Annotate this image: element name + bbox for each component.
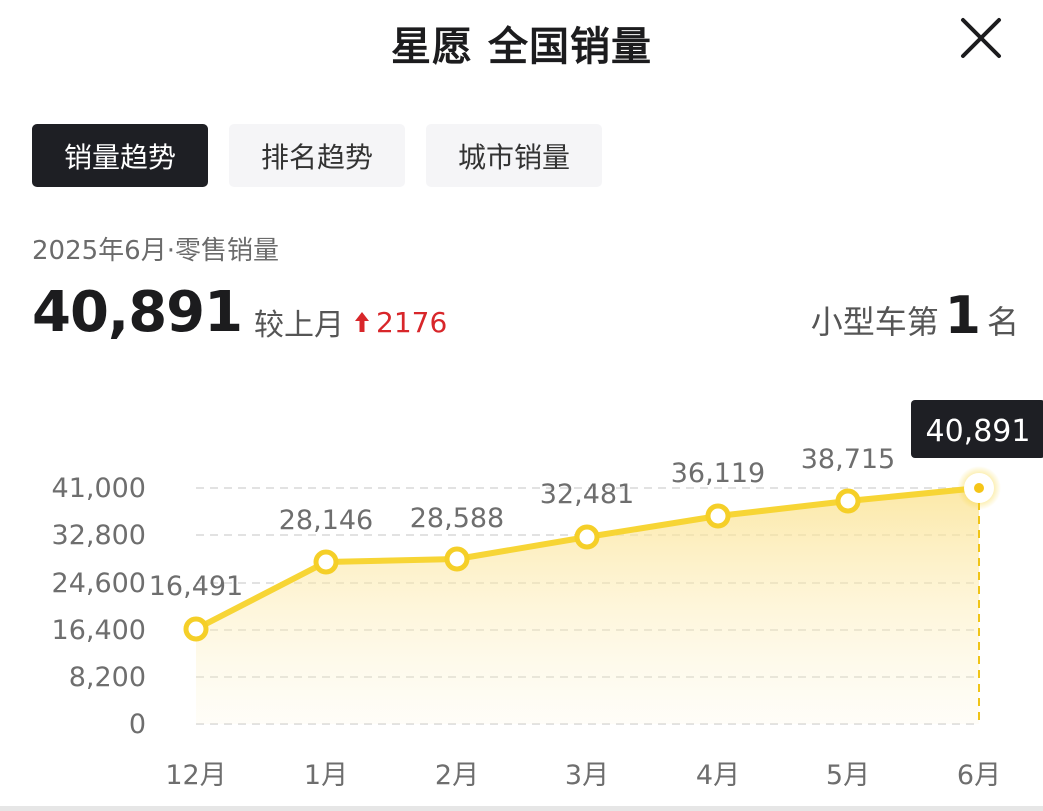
data-point[interactable] bbox=[835, 488, 861, 514]
sales-value: 40,891 bbox=[32, 280, 243, 345]
period-label: 2025年6月·零售销量 bbox=[32, 236, 279, 266]
rank-number: 1 bbox=[944, 286, 981, 346]
area-fill bbox=[196, 488, 979, 724]
data-label: 38,715 bbox=[801, 444, 895, 475]
delta-value: 2176 bbox=[376, 305, 448, 339]
tab-rank-trend[interactable]: 排名趋势 bbox=[229, 124, 406, 187]
delta-badge: 2176 bbox=[354, 306, 447, 339]
y-tick: 32,800 bbox=[52, 520, 146, 551]
y-tick: 41,000 bbox=[52, 473, 146, 504]
arrow-up-icon bbox=[355, 312, 369, 332]
tab-city-sales[interactable]: 城市销量 bbox=[426, 124, 603, 187]
x-tick: 6月 bbox=[957, 760, 1001, 791]
y-tick: 16,400 bbox=[52, 615, 146, 646]
data-point[interactable] bbox=[183, 616, 209, 642]
data-points bbox=[183, 488, 861, 642]
x-axis: 12月 1月 2月 3月 4月 5月 6月 bbox=[165, 760, 1001, 791]
compare-label: 较上月 bbox=[254, 308, 344, 343]
tooltip-value: 40,891 bbox=[926, 414, 1031, 449]
data-label: 32,481 bbox=[540, 479, 634, 510]
bottom-divider bbox=[0, 806, 1043, 811]
close-icon bbox=[961, 18, 1001, 58]
rank-info: 小型车第 1 名 bbox=[811, 286, 1019, 346]
x-tick: 1月 bbox=[304, 760, 348, 791]
data-point[interactable] bbox=[444, 546, 470, 572]
data-point[interactable] bbox=[705, 503, 731, 529]
y-tick: 24,600 bbox=[52, 568, 146, 599]
tab-sales-trend[interactable]: 销量趋势 bbox=[32, 124, 209, 187]
page-title: 星愿 全国销量 bbox=[391, 24, 652, 70]
x-tick: 5月 bbox=[826, 760, 870, 791]
y-tick: 8,200 bbox=[69, 662, 146, 693]
data-label: 16,491 bbox=[149, 571, 243, 602]
tab-bar: 销量趋势 排名趋势 城市销量 bbox=[32, 124, 603, 187]
month-compare: 较上月 2176 bbox=[254, 300, 447, 344]
x-tick: 3月 bbox=[565, 760, 609, 791]
data-point[interactable] bbox=[313, 549, 339, 575]
x-tick: 2月 bbox=[435, 760, 479, 791]
y-axis: 41,000 32,800 24,600 16,400 8,200 0 bbox=[52, 473, 146, 740]
sales-line-chart: 41,000 32,800 24,600 16,400 8,200 0 16,4… bbox=[52, 400, 1043, 791]
data-labels: 16,491 28,146 28,588 32,481 36,119 38,71… bbox=[149, 444, 895, 602]
highlighted-point[interactable] bbox=[957, 466, 1001, 510]
value-tooltip: 40,891 bbox=[911, 400, 1043, 458]
data-label: 28,588 bbox=[410, 503, 504, 534]
data-label: 36,119 bbox=[671, 458, 765, 489]
x-tick: 4月 bbox=[696, 760, 740, 791]
close-button[interactable] bbox=[955, 12, 1007, 64]
data-label: 28,146 bbox=[279, 505, 373, 536]
y-tick: 0 bbox=[129, 709, 146, 740]
rank-suffix: 名 bbox=[986, 303, 1019, 341]
data-point[interactable] bbox=[574, 524, 600, 550]
rank-prefix: 小型车第 bbox=[810, 303, 939, 341]
x-tick: 12月 bbox=[165, 760, 226, 791]
